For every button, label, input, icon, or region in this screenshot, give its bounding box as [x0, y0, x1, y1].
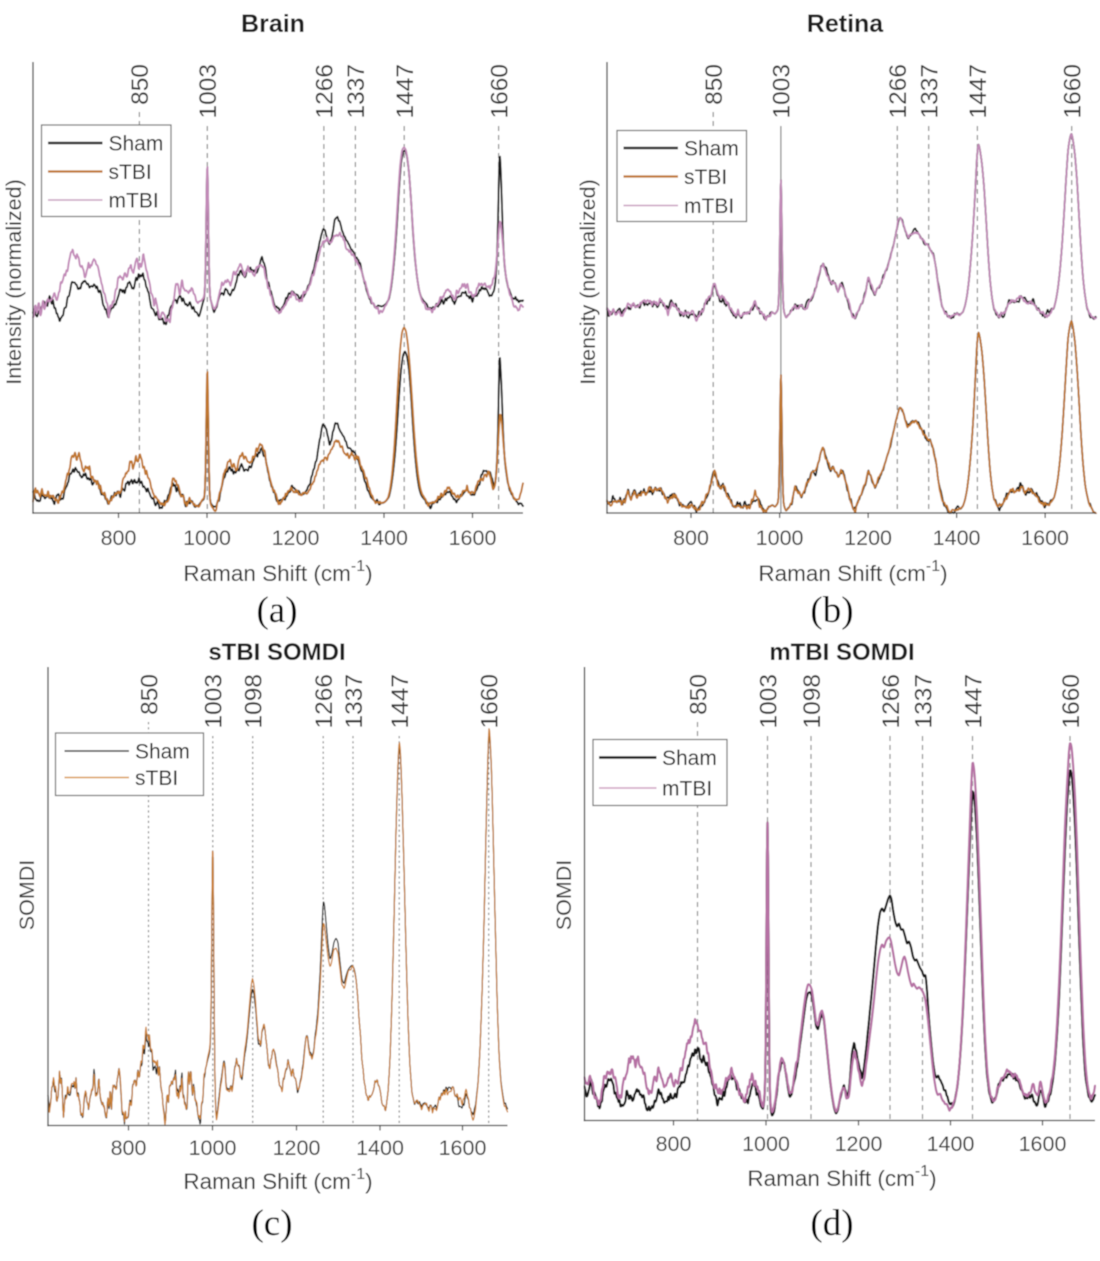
svg-text:(b): (b): [810, 590, 853, 631]
svg-text:1337: 1337: [917, 64, 944, 119]
svg-text:1098: 1098: [241, 674, 268, 729]
svg-text:1003: 1003: [755, 674, 782, 729]
svg-text:1400: 1400: [356, 1136, 404, 1160]
svg-text:1400: 1400: [927, 1132, 975, 1156]
svg-text:1266: 1266: [885, 64, 912, 119]
svg-text:Sham: Sham: [135, 741, 190, 764]
svg-text:mTBI: mTBI: [109, 190, 159, 213]
svg-text:1660: 1660: [486, 64, 513, 119]
svg-text:850: 850: [685, 674, 712, 715]
svg-text:1660: 1660: [1060, 64, 1087, 119]
svg-text:Sham: Sham: [109, 133, 164, 156]
svg-text:1000: 1000: [189, 1136, 237, 1160]
svg-text:sTBI: sTBI: [135, 767, 178, 790]
svg-text:1600: 1600: [1019, 1132, 1067, 1156]
svg-text:Raman Shift (cm-1): Raman Shift (cm-1): [183, 558, 372, 586]
svg-text:1660: 1660: [1058, 674, 1085, 729]
svg-text:Brain: Brain: [241, 10, 305, 38]
svg-text:sTBI: sTBI: [109, 161, 152, 184]
svg-text:Sham: Sham: [684, 138, 739, 161]
svg-text:1003: 1003: [201, 674, 228, 729]
svg-text:Intensity (normalized): Intensity (normalized): [576, 179, 600, 385]
svg-text:1447: 1447: [965, 64, 992, 119]
svg-text:mTBI: mTBI: [662, 778, 712, 801]
svg-text:(c): (c): [251, 1203, 292, 1244]
svg-text:1600: 1600: [449, 526, 497, 550]
svg-text:1000: 1000: [183, 526, 231, 550]
svg-text:1400: 1400: [360, 526, 408, 550]
svg-text:1447: 1447: [387, 674, 414, 729]
svg-text:sTBI: sTBI: [684, 166, 727, 189]
svg-text:1337: 1337: [343, 64, 370, 119]
svg-text:Raman Shift (cm-1): Raman Shift (cm-1): [183, 1166, 372, 1194]
svg-text:1400: 1400: [933, 526, 981, 550]
svg-text:Intensity (normalized): Intensity (normalized): [2, 179, 26, 385]
svg-text:800: 800: [111, 1136, 147, 1160]
svg-text:1200: 1200: [844, 526, 892, 550]
svg-text:1200: 1200: [273, 1136, 321, 1160]
svg-text:800: 800: [673, 526, 709, 550]
svg-text:1600: 1600: [439, 1136, 487, 1160]
svg-text:1003: 1003: [769, 64, 796, 119]
svg-text:1337: 1337: [910, 674, 937, 729]
svg-text:850: 850: [127, 64, 154, 105]
svg-text:1447: 1447: [392, 64, 419, 119]
svg-text:mTBI SOMDI: mTBI SOMDI: [769, 639, 914, 666]
svg-text:1337: 1337: [341, 674, 368, 729]
svg-text:Raman Shift (cm-1): Raman Shift (cm-1): [758, 558, 947, 586]
svg-text:(a): (a): [256, 590, 297, 631]
svg-text:1200: 1200: [835, 1132, 883, 1156]
svg-text:1660: 1660: [477, 674, 504, 729]
svg-text:Sham: Sham: [662, 747, 717, 770]
svg-text:1000: 1000: [756, 526, 804, 550]
svg-text:1266: 1266: [312, 64, 339, 119]
svg-text:850: 850: [701, 64, 728, 105]
svg-text:sTBI SOMDI: sTBI SOMDI: [208, 639, 345, 666]
svg-text:(d): (d): [810, 1203, 853, 1244]
svg-text:Raman Shift (cm-1): Raman Shift (cm-1): [747, 1163, 936, 1191]
svg-text:mTBI: mTBI: [684, 195, 734, 218]
svg-text:1447: 1447: [960, 674, 987, 729]
svg-text:1600: 1600: [1021, 526, 1069, 550]
svg-text:SOMDI: SOMDI: [15, 860, 39, 930]
svg-text:800: 800: [656, 1132, 692, 1156]
svg-text:1200: 1200: [272, 526, 320, 550]
svg-text:800: 800: [101, 526, 137, 550]
svg-text:850: 850: [136, 674, 163, 715]
svg-text:Retina: Retina: [807, 10, 885, 38]
svg-text:1266: 1266: [878, 674, 905, 729]
svg-text:1003: 1003: [195, 64, 222, 119]
svg-text:SOMDI: SOMDI: [552, 860, 576, 930]
svg-text:1266: 1266: [311, 674, 338, 729]
svg-text:1098: 1098: [799, 674, 826, 729]
svg-text:1000: 1000: [742, 1132, 790, 1156]
